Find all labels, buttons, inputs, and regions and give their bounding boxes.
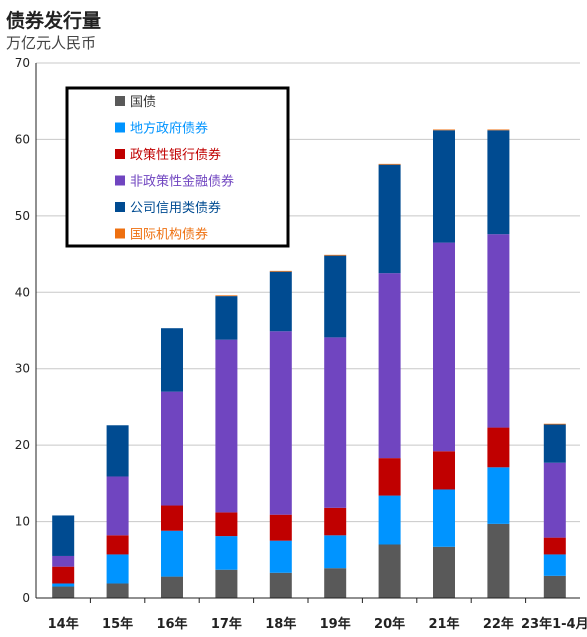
bar-0-series-2 [52, 566, 75, 584]
bar-1-series-0 [106, 583, 129, 598]
bar-5-series-1 [324, 535, 347, 569]
x-tick-label-5: 19年 [320, 616, 351, 632]
bar-2-series-4 [161, 328, 183, 392]
bar-4-series-0 [269, 572, 292, 598]
bar-7-series-0 [433, 546, 455, 598]
x-tick-label-6: 20年 [374, 616, 405, 632]
bar-5-series-3 [324, 337, 347, 508]
bar-stacks [52, 129, 566, 598]
bar-8-series-5 [487, 129, 510, 131]
legend-label-2: 政策性银行债券 [130, 147, 221, 163]
bar-1-series-3 [106, 476, 129, 536]
bar-3-series-5 [215, 295, 238, 297]
legend-swatch-4 [115, 202, 125, 212]
y-tick-label-70: 70 [15, 56, 30, 70]
bar-4-series-5 [269, 270, 292, 272]
legend-label-1: 地方政府债券 [130, 121, 208, 137]
bar-6-series-1 [378, 495, 401, 545]
y-tick-label-40: 40 [15, 285, 30, 299]
legend-swatch-3 [115, 175, 125, 186]
bar-5-series-5 [324, 254, 347, 256]
bar-2-series-2 [161, 505, 183, 531]
legend-label-3: 非政策性金融债券 [130, 174, 234, 190]
bar-6-series-0 [378, 544, 401, 598]
legend-label-5: 国际机构债券 [130, 227, 208, 243]
x-tick-label-1: 15年 [102, 616, 133, 632]
bar-4-series-3 [269, 331, 292, 515]
bar-5-series-4 [324, 255, 347, 338]
bar-9-series-1 [543, 554, 566, 576]
bar-0-series-3 [52, 555, 75, 567]
y-tick-label-20: 20 [15, 438, 30, 452]
x-tick-label-2: 16年 [156, 616, 187, 632]
bar-6-series-4 [378, 164, 401, 274]
bar-2-series-3 [161, 391, 183, 506]
x-tick-label-4: 18年 [265, 616, 296, 632]
bar-0-series-4 [52, 515, 75, 556]
bar-7-series-4 [433, 130, 455, 243]
legend-swatch-2 [115, 149, 125, 159]
legend-box [65, 86, 290, 248]
bar-3-series-3 [215, 339, 238, 513]
chart-title: 债券发行量 [6, 10, 102, 32]
bar-7-series-1 [433, 489, 455, 547]
bar-9-series-0 [543, 575, 566, 598]
x-tick-label-8: 22年 [483, 616, 514, 632]
bar-9-series-2 [543, 537, 566, 555]
legend-swatch-5 [115, 228, 125, 239]
bar-1-series-4 [106, 425, 129, 477]
x-tick-label-9: 23年1-4月 [521, 616, 587, 632]
bar-7-series-5 [433, 129, 455, 131]
bar-5-series-0 [324, 568, 347, 598]
bar-9-series-4 [543, 424, 566, 463]
bar-8-series-0 [487, 523, 510, 598]
bar-4-series-4 [269, 271, 292, 332]
bar-1-series-2 [106, 535, 129, 555]
bar-0-series-1 [52, 583, 75, 587]
x-tick-label-7: 21年 [428, 616, 459, 632]
bar-1-series-1 [106, 554, 129, 584]
bar-9-series-5 [543, 423, 566, 425]
bar-7-series-3 [433, 242, 455, 452]
bar-3-series-0 [215, 569, 238, 598]
y-tick-label-10: 10 [15, 515, 30, 529]
bar-8-series-2 [487, 427, 510, 468]
y-tick-label-0: 0 [22, 591, 30, 605]
bar-8-series-3 [487, 234, 510, 428]
bar-7-series-2 [433, 451, 455, 490]
bar-2-series-1 [161, 530, 183, 577]
bar-8-series-1 [487, 467, 510, 524]
y-tick-label-60: 60 [15, 132, 30, 146]
bar-8-series-4 [487, 130, 510, 235]
legend-swatch-0 [115, 96, 125, 106]
bar-3-series-4 [215, 296, 238, 340]
bar-6-series-3 [378, 273, 401, 459]
x-tick-label-3: 17年 [211, 616, 242, 632]
bar-9-series-3 [543, 462, 566, 538]
bar-5-series-2 [324, 507, 347, 536]
bar-2-series-0 [161, 576, 183, 598]
legend-label-0: 国债 [130, 95, 156, 110]
bar-6-series-2 [378, 458, 401, 496]
legend-swatch-1 [115, 122, 125, 133]
x-tick-label-0: 14年 [48, 616, 79, 632]
bar-3-series-2 [215, 512, 238, 537]
bar-3-series-1 [215, 536, 238, 570]
y-tick-label-30: 30 [15, 362, 30, 376]
legend-label-4: 公司信用类债券 [130, 200, 221, 216]
axes: 0 10 20 30 40 50 60 70 14年 15年 16年 17年 18年 19年 20年 21年 2… [15, 56, 587, 632]
y-tick-label-50: 50 [15, 209, 30, 223]
bar-4-series-2 [269, 514, 292, 541]
bar-6-series-5 [378, 163, 401, 165]
bar-0-series-0 [52, 586, 75, 598]
bar-4-series-1 [269, 540, 292, 573]
y-axis-unit: 万亿元人民币 [6, 34, 97, 52]
